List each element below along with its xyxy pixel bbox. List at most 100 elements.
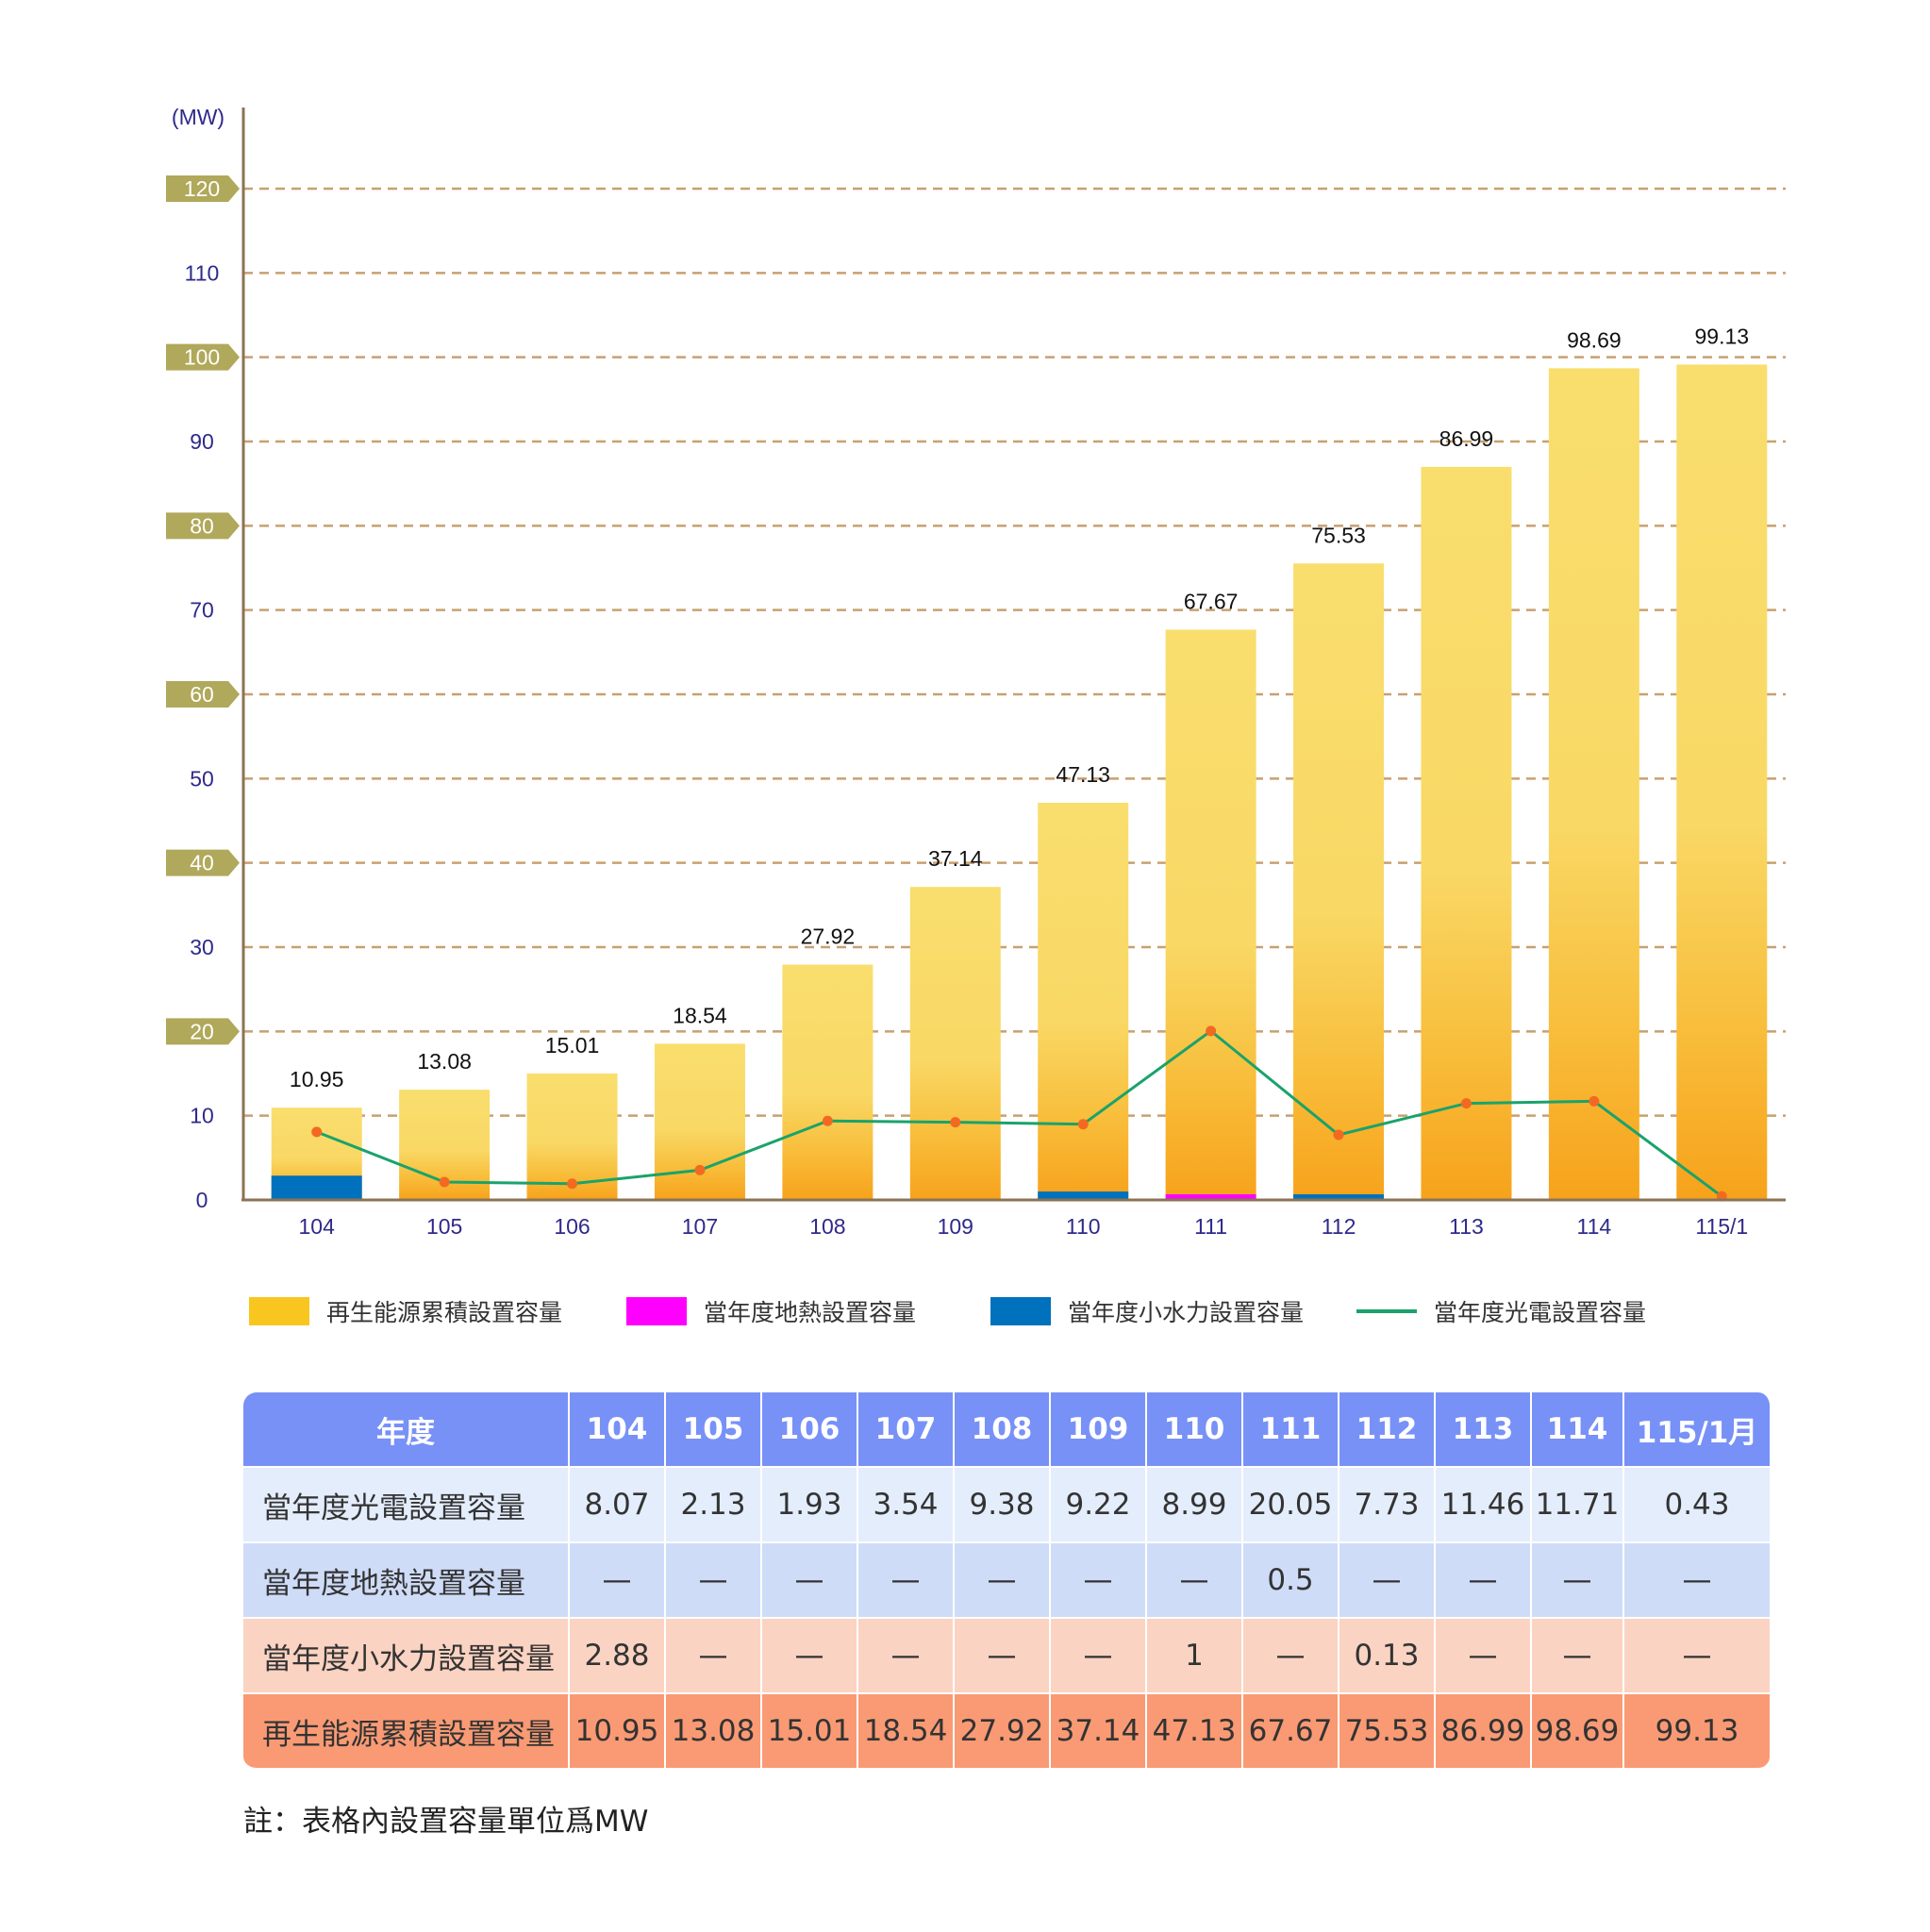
bar-value-label: 67.67 — [1184, 589, 1239, 613]
x-tick-label: 113 — [1449, 1214, 1484, 1239]
table-cell: 7.73 — [1339, 1468, 1436, 1543]
table-row-label: 當年度地熱設置容量 — [243, 1543, 570, 1619]
x-tick-label: 106 — [554, 1214, 590, 1239]
table-cell: — — [1624, 1619, 1772, 1694]
table-cell: — — [762, 1543, 858, 1619]
table-header-cell: 108 — [955, 1392, 1051, 1468]
bar-geothermal-segment — [1165, 1194, 1256, 1200]
bar-value-label: 99.13 — [1695, 324, 1750, 348]
table-cell: — — [762, 1619, 858, 1694]
table-cell: 18.54 — [858, 1694, 955, 1770]
table-cell: 1.93 — [762, 1468, 858, 1543]
table-cell: — — [1436, 1543, 1532, 1619]
x-tick-label: 111 — [1194, 1214, 1227, 1239]
x-tick-label: 114 — [1577, 1214, 1612, 1239]
x-tick-label: 109 — [938, 1214, 973, 1239]
table-cell: — — [1532, 1543, 1624, 1619]
legend-label-cumulative: 再生能源累積設置容量 — [326, 1299, 563, 1326]
table-cell: — — [1051, 1543, 1147, 1619]
table-header-cell: 114 — [1532, 1392, 1624, 1468]
x-tick-label: 115/1 — [1695, 1214, 1748, 1239]
data-table: 年度 104 105 106 107 108 109 110 111 112 1… — [243, 1392, 1772, 1770]
y-tick-badge — [166, 681, 240, 708]
solar-point — [439, 1176, 450, 1188]
table-cell: — — [955, 1619, 1051, 1694]
table-cell: — — [858, 1619, 955, 1694]
y-tick-label: 0 — [196, 1188, 208, 1212]
y-tick-badge — [166, 175, 240, 202]
y-tick-label: 110 — [185, 260, 220, 285]
table-cell: 37.14 — [1051, 1694, 1147, 1770]
table-header-cell: 107 — [858, 1392, 955, 1468]
table-cell: 20.05 — [1243, 1468, 1339, 1543]
table-cell: 0.13 — [1339, 1619, 1436, 1694]
legend-label-geothermal: 當年度地熱設置容量 — [704, 1299, 917, 1326]
solar-point — [1333, 1129, 1344, 1141]
bar-value-label: 27.92 — [801, 924, 856, 949]
legend-item-small-hydro: 當年度小水力設置容量 — [990, 1292, 1304, 1330]
table-cell: 10.95 — [570, 1694, 666, 1770]
bar-value-label: 15.01 — [545, 1033, 600, 1058]
bar-cumulative — [909, 887, 1001, 1200]
table-cell: 2.13 — [666, 1468, 762, 1543]
table-cell: — — [955, 1543, 1051, 1619]
table-row-solar: 當年度光電設置容量 8.07 2.13 1.93 3.54 9.38 9.22 … — [243, 1468, 1772, 1543]
table-cell: 27.92 — [955, 1694, 1051, 1770]
bar-cumulative — [1548, 368, 1639, 1200]
table-header-cell: 113 — [1436, 1392, 1532, 1468]
table-cell: 1 — [1147, 1619, 1243, 1694]
bar-value-label: 10.95 — [290, 1067, 344, 1091]
table-cell: — — [1147, 1543, 1243, 1619]
bar-cumulative — [1293, 563, 1385, 1200]
table-cell: 11.71 — [1532, 1468, 1624, 1543]
table-header-cell: 104 — [570, 1392, 666, 1468]
table-row-label: 當年度小水力設置容量 — [243, 1619, 570, 1694]
table-cell: — — [1339, 1543, 1436, 1619]
table-cell: 67.67 — [1243, 1694, 1339, 1770]
legend-item-geothermal: 當年度地熱設置容量 — [626, 1292, 916, 1330]
solar-series-line — [316, 1028, 1723, 1198]
table-cell: 47.13 — [1147, 1694, 1243, 1770]
solar-point — [1077, 1119, 1089, 1130]
gridlines — [243, 187, 1786, 1117]
table-cell: — — [570, 1543, 666, 1619]
bar-data-labels: 10.95 13.08 15.01 18.54 27.92 37.14 47.13 67.67… — [290, 324, 1749, 1091]
bar-cumulative — [1676, 364, 1768, 1200]
y-tick-label: 100 — [184, 345, 220, 370]
bar-value-label: 47.13 — [1056, 762, 1110, 787]
table-cell: 0.43 — [1624, 1468, 1772, 1543]
solar-point — [1589, 1095, 1600, 1107]
y-tick-badge — [166, 343, 240, 371]
y-tick-label: 50 — [190, 766, 214, 791]
table-cell: 9.22 — [1051, 1468, 1147, 1543]
solar-point — [1206, 1025, 1217, 1037]
y-tick-label: 40 — [190, 851, 214, 875]
table-cell: 98.69 — [1532, 1694, 1624, 1770]
legend-label-small-hydro: 當年度小水力設置容量 — [1068, 1299, 1305, 1326]
table-header-cell: 115/1月 — [1624, 1392, 1772, 1468]
y-tick-badge — [166, 512, 240, 540]
table-header-row: 年度 104 105 106 107 108 109 110 111 112 1… — [243, 1392, 1772, 1468]
table-cell: 13.08 — [666, 1694, 762, 1770]
table-header-cell: 105 — [666, 1392, 762, 1468]
x-tick-label: 107 — [682, 1214, 718, 1239]
bar-value-label: 37.14 — [928, 846, 983, 871]
bar-small-hydro-segment — [1293, 1194, 1385, 1200]
table-cell: 2.88 — [570, 1619, 666, 1694]
legend-swatch-geothermal — [626, 1297, 687, 1325]
bar-value-label: 75.53 — [1311, 523, 1366, 547]
solar-point — [311, 1126, 323, 1138]
y-tick-label: 30 — [190, 935, 214, 959]
y-tick-label: 120 — [184, 176, 220, 201]
table-cell: — — [1436, 1619, 1532, 1694]
table-header-cell: 112 — [1339, 1392, 1436, 1468]
x-tick-label: 105 — [426, 1214, 462, 1239]
y-tick-label: 70 — [190, 598, 214, 623]
table-cell: 9.38 — [955, 1468, 1051, 1543]
table-cell: 3.54 — [858, 1468, 955, 1543]
legend-label-solar: 當年度光電設置容量 — [1434, 1299, 1647, 1326]
table-row-label: 當年度光電設置容量 — [243, 1468, 570, 1543]
x-tick-label: 112 — [1322, 1214, 1356, 1239]
solar-point — [950, 1117, 961, 1128]
